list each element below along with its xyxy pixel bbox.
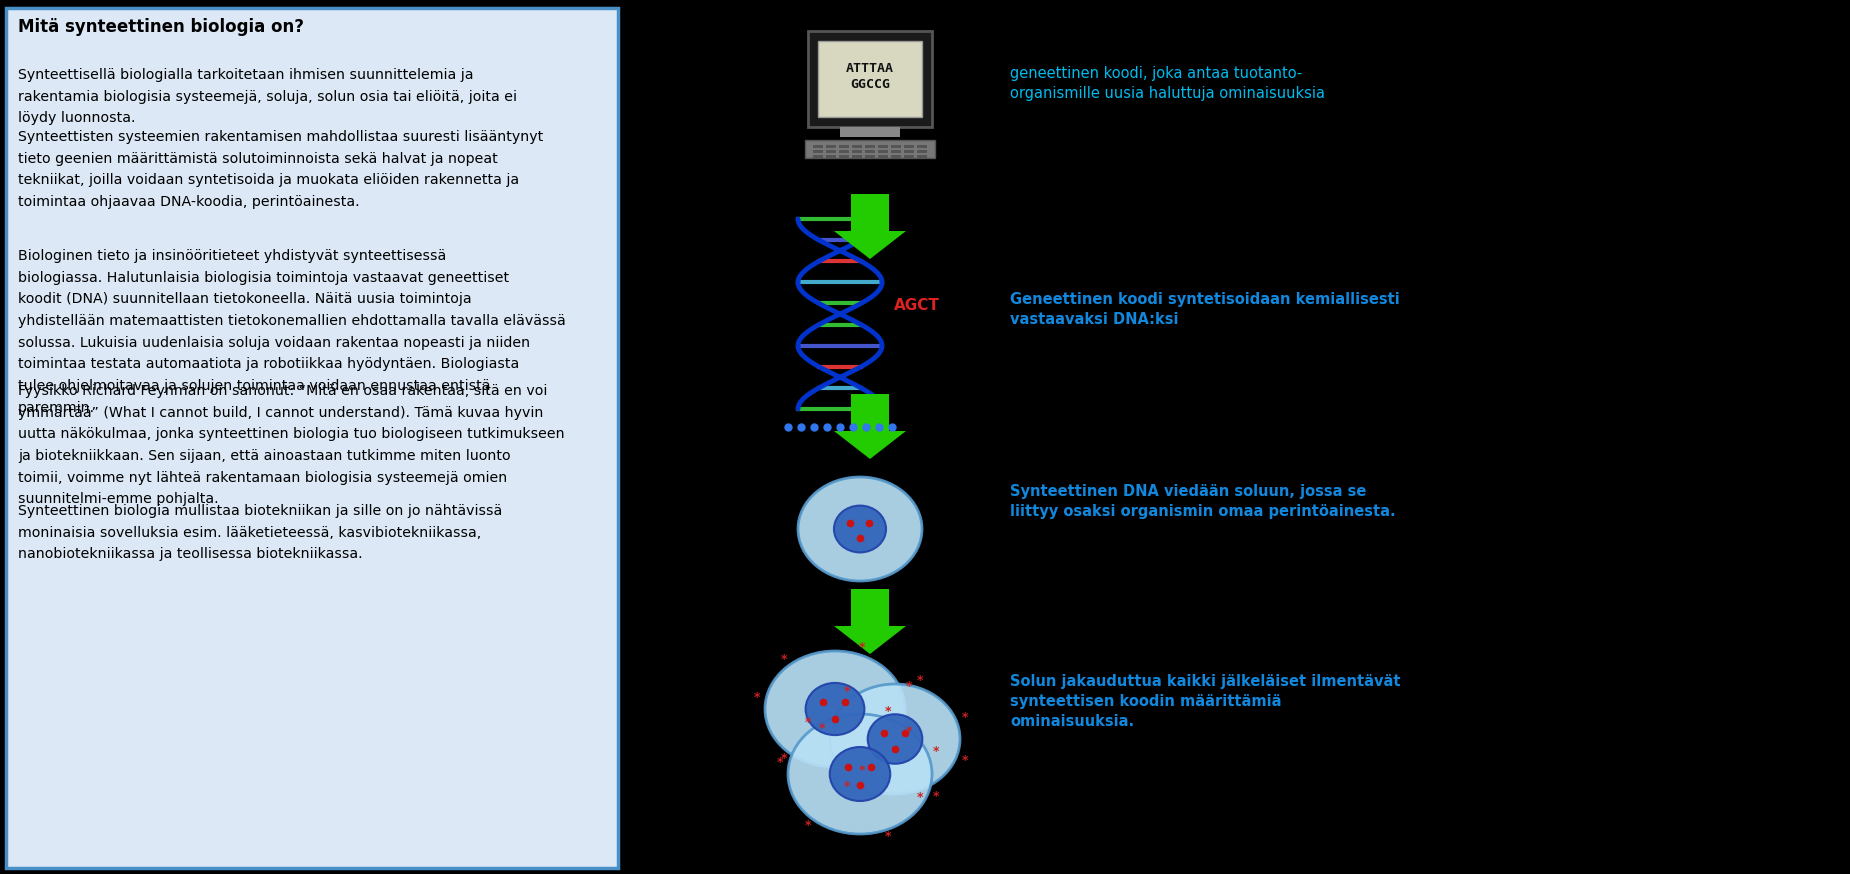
Text: *: * (906, 725, 912, 738)
FancyBboxPatch shape (853, 150, 862, 153)
FancyBboxPatch shape (812, 150, 823, 153)
FancyBboxPatch shape (853, 155, 862, 158)
FancyBboxPatch shape (840, 155, 849, 158)
Text: *: * (820, 722, 825, 735)
Text: ATTTAA
GGCCG: ATTTAA GGCCG (845, 63, 894, 92)
FancyBboxPatch shape (866, 145, 875, 148)
Ellipse shape (797, 477, 921, 581)
Text: *: * (844, 780, 851, 793)
FancyBboxPatch shape (840, 150, 849, 153)
FancyBboxPatch shape (892, 145, 901, 148)
Text: *: * (858, 764, 866, 777)
Text: *: * (962, 753, 968, 766)
Text: suunnitelmi-emme pohjalta.: suunnitelmi-emme pohjalta. (18, 492, 218, 506)
FancyBboxPatch shape (879, 145, 888, 148)
FancyBboxPatch shape (905, 150, 914, 153)
Text: uutta näkökulmaa, jonka synteettinen biologia tuo biologiseen tutkimukseen: uutta näkökulmaa, jonka synteettinen bio… (18, 427, 564, 441)
Text: Synteettisten systeemien rakentamisen mahdollistaa suuresti lisääntynyt: Synteettisten systeemien rakentamisen ma… (18, 130, 544, 144)
Text: toimintaa testata automaatiota ja robotiikkaa hyödyntäen. Biologiasta: toimintaa testata automaatiota ja roboti… (18, 357, 520, 371)
Text: *: * (962, 711, 968, 725)
FancyArrow shape (834, 394, 906, 459)
FancyBboxPatch shape (918, 145, 927, 148)
Text: *: * (884, 830, 892, 843)
FancyBboxPatch shape (840, 145, 849, 148)
FancyBboxPatch shape (866, 155, 875, 158)
Text: Synteettisellä biologialla tarkoitetaan ihmisen suunnittelemia ja: Synteettisellä biologialla tarkoitetaan … (18, 68, 474, 82)
Text: Mitä synteettinen biologia on?: Mitä synteettinen biologia on? (18, 18, 303, 36)
FancyBboxPatch shape (818, 41, 921, 117)
Ellipse shape (766, 651, 905, 767)
Text: *: * (805, 716, 810, 729)
Text: *: * (918, 674, 923, 687)
FancyBboxPatch shape (825, 155, 836, 158)
FancyBboxPatch shape (892, 150, 901, 153)
Text: toimii, voimme nyt lähteä rakentamaan biologisia systeemejä omien: toimii, voimme nyt lähteä rakentamaan bi… (18, 470, 507, 485)
FancyBboxPatch shape (853, 145, 862, 148)
FancyBboxPatch shape (6, 8, 618, 868)
FancyArrow shape (834, 589, 906, 654)
FancyBboxPatch shape (892, 155, 901, 158)
Text: ymmärtää” (What I cannot build, I cannot understand). Tämä kuvaa hyvin: ymmärtää” (What I cannot build, I cannot… (18, 406, 544, 420)
Text: koodit (DNA) suunnitellaan tietokoneella. Näitä uusia toimintoja: koodit (DNA) suunnitellaan tietokoneella… (18, 292, 472, 306)
FancyBboxPatch shape (879, 150, 888, 153)
Text: biologiassa. Halutunlaisia biologisia toimintoja vastaavat geneettiset: biologiassa. Halutunlaisia biologisia to… (18, 271, 509, 285)
FancyBboxPatch shape (879, 155, 888, 158)
Text: ja biotekniikkaan. Sen sijaan, että ainoastaan tutkimme miten luonto: ja biotekniikkaan. Sen sijaan, että aino… (18, 449, 511, 463)
FancyBboxPatch shape (905, 155, 914, 158)
Text: moninaisia sovelluksia esim. lääketieteessä, kasvibiotekniikassa,: moninaisia sovelluksia esim. lääketietee… (18, 525, 481, 539)
Text: Solun jakauduttua kaikki jälkeläiset ilmentävät
synteettisen koodin määrittämiä
: Solun jakauduttua kaikki jälkeläiset ilm… (1010, 674, 1400, 729)
Text: tieto geenien määrittämistä solutoiminnoista sekä halvat ja nopeat: tieto geenien määrittämistä solutoiminno… (18, 152, 498, 166)
Text: nanobiotekniikassa ja teollisessa biotekniikassa.: nanobiotekniikassa ja teollisessa biotek… (18, 547, 363, 561)
Text: *: * (932, 745, 940, 758)
Text: tulee ohjelmoitavaa ja solujen toimintaa voidaan ennustaa entistä: tulee ohjelmoitavaa ja solujen toimintaa… (18, 379, 490, 393)
Text: *: * (906, 680, 912, 693)
Text: AGCT: AGCT (894, 299, 940, 314)
Ellipse shape (868, 714, 923, 764)
Text: rakentamia biologisia systeemejä, soluja, solun osia tai eliöitä, joita ei: rakentamia biologisia systeemejä, soluja… (18, 90, 516, 104)
Ellipse shape (831, 684, 960, 794)
FancyBboxPatch shape (825, 145, 836, 148)
Text: *: * (781, 653, 788, 666)
Text: Geneettinen koodi syntetisoidaan kemiallisesti
vastaavaksi DNA:ksi: Geneettinen koodi syntetisoidaan kemiall… (1010, 292, 1400, 327)
Text: *: * (777, 756, 784, 769)
Text: *: * (858, 642, 866, 655)
FancyArrow shape (834, 194, 906, 259)
Text: Fyysikko Richard Feynman on sanonut: “Mitä en osaa rakentaa, sitä en voi: Fyysikko Richard Feynman on sanonut: “Mi… (18, 384, 548, 398)
Text: Synteettinen DNA viedään soluun, jossa se
liittyy osaksi organismin omaa perintö: Synteettinen DNA viedään soluun, jossa s… (1010, 484, 1395, 519)
Text: *: * (844, 685, 851, 698)
Text: *: * (884, 704, 892, 718)
Text: solussa. Lukuisia uudenlaisia soluja voidaan rakentaa nopeasti ja niiden: solussa. Lukuisia uudenlaisia soluja voi… (18, 336, 531, 350)
Text: geneettinen koodi, joka antaa tuotanto-
organismille uusia haluttuja ominaisuuks: geneettinen koodi, joka antaa tuotanto- … (1010, 66, 1325, 101)
FancyBboxPatch shape (866, 150, 875, 153)
Text: Biologinen tieto ja insinööritieteet yhdistyvät synteettisessä: Biologinen tieto ja insinööritieteet yhd… (18, 249, 446, 263)
FancyBboxPatch shape (840, 127, 899, 137)
FancyBboxPatch shape (812, 155, 823, 158)
FancyBboxPatch shape (918, 150, 927, 153)
Text: *: * (932, 790, 940, 803)
Text: *: * (918, 791, 923, 804)
FancyBboxPatch shape (808, 31, 932, 127)
Text: Synteettinen biologia mullistaa biotekniikan ja sille on jo nähtävissä: Synteettinen biologia mullistaa biotekni… (18, 504, 501, 518)
Text: tekniikat, joilla voidaan syntetisoida ja muokata eliöiden rakennetta ja: tekniikat, joilla voidaan syntetisoida j… (18, 173, 520, 187)
FancyBboxPatch shape (905, 145, 914, 148)
Text: *: * (755, 691, 760, 704)
Ellipse shape (788, 714, 932, 834)
Text: *: * (805, 819, 810, 832)
FancyBboxPatch shape (812, 145, 823, 148)
Text: paremmin.: paremmin. (18, 400, 94, 414)
FancyBboxPatch shape (825, 150, 836, 153)
Ellipse shape (805, 683, 864, 735)
FancyBboxPatch shape (805, 140, 934, 158)
Text: yhdistellään matemaattisten tietokonemallien ehdottamalla tavalla elävässä: yhdistellään matemaattisten tietokonemal… (18, 314, 566, 328)
FancyBboxPatch shape (918, 155, 927, 158)
Ellipse shape (834, 505, 886, 552)
Text: löydy luonnosta.: löydy luonnosta. (18, 111, 135, 125)
Ellipse shape (831, 747, 890, 801)
Text: *: * (781, 753, 788, 766)
Text: toimintaa ohjaavaa DNA-koodia, perintöainesta.: toimintaa ohjaavaa DNA-koodia, perintöai… (18, 195, 359, 209)
